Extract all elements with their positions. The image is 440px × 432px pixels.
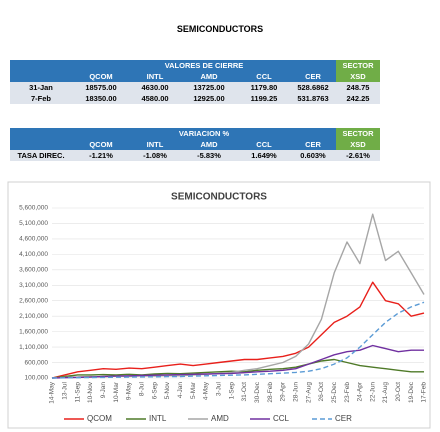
x-tick-label: 22-Jun — [369, 382, 376, 402]
header-cell — [10, 71, 72, 82]
x-tick-label: 28-Jun — [292, 382, 299, 402]
column-header: CER — [290, 139, 336, 150]
y-tick-label: 1,100,000 — [19, 344, 48, 351]
x-tick-label: 20-Oct — [395, 382, 402, 402]
group-header: VARIACION % — [72, 128, 336, 139]
y-tick-label: 4,100,000 — [19, 251, 48, 258]
column-header: INTL — [130, 71, 180, 82]
chart-frame — [7, 181, 431, 429]
legend-label: QCOM — [87, 414, 112, 423]
row-label: 7-Feb — [10, 93, 72, 104]
x-tick-label: 5-Nov — [164, 381, 171, 399]
column-header: XSD — [336, 139, 380, 150]
header-cell — [10, 139, 72, 150]
y-tick-label: 2,100,000 — [19, 313, 48, 320]
x-tick-label: 10-Nov — [87, 381, 94, 403]
x-tick-label: 26-Oct — [318, 382, 325, 402]
column-header: AMD — [180, 139, 238, 150]
x-tick-label: 23-Feb — [344, 382, 351, 403]
x-tick-label: 28-Feb — [267, 382, 274, 403]
column-header: QCOM — [72, 139, 130, 150]
y-tick-label: 1,600,000 — [19, 328, 48, 335]
x-tick-label: 30-Dec — [254, 381, 261, 403]
x-tick-label: 24-Apr — [357, 381, 364, 401]
cell: 18575.00 — [72, 82, 130, 93]
legend-label: CER — [335, 414, 352, 423]
legend-label: AMD — [211, 414, 229, 423]
x-tick-label: 25-Dec — [331, 381, 338, 403]
header-cell — [10, 128, 72, 139]
y-tick-label: 4,600,000 — [19, 236, 48, 243]
x-tick-label: 14-May — [49, 381, 56, 403]
y-tick-label: 600,000 — [25, 359, 49, 366]
cell: 0.603% — [290, 150, 336, 161]
x-tick-label: 17-Feb — [421, 382, 428, 403]
group-header: VALORES DE CIERRE — [72, 60, 336, 71]
x-tick-label: 6-Sep — [151, 382, 158, 400]
x-tick-label: 27-Aug — [305, 382, 312, 403]
cell: 528.6862 — [290, 82, 336, 93]
column-header: CER — [290, 71, 336, 82]
cell: 13725.00 — [180, 82, 238, 93]
line — [51, 344, 424, 379]
x-tick-label: 21-Aug — [382, 382, 389, 403]
y-tick-label: 5,100,000 — [19, 220, 48, 227]
column-header: XSD — [336, 71, 380, 82]
y-tick-label: 2,600,000 — [19, 297, 48, 304]
cell: 1179.80 — [238, 82, 290, 93]
cell: 4630.00 — [130, 82, 180, 93]
x-tick-label: 9-May — [126, 381, 133, 400]
x-tick-label: 9-Jan — [100, 382, 107, 399]
x-tick-label: 31-Oct — [241, 382, 248, 402]
x-tick-label: 13-Jul — [62, 381, 69, 399]
y-tick-label: 3,600,000 — [19, 267, 48, 274]
cell: -5.83% — [180, 150, 238, 161]
x-tick-label: 4-May — [203, 381, 210, 400]
y-tick-label: 3,100,000 — [19, 282, 48, 289]
cell: -2.61% — [336, 150, 380, 161]
row-label: 31-Jan — [10, 82, 72, 93]
line — [51, 301, 425, 379]
x-tick-label: 29-Apr — [280, 381, 287, 401]
legend-label: INTL — [149, 414, 167, 423]
x-tick-label: 11-Sep — [74, 382, 81, 403]
cell: -1.08% — [130, 150, 180, 161]
column-header: QCOM — [72, 71, 130, 82]
line — [51, 281, 425, 379]
closing-table: VALORES DE CIERRE SECTOR QCOM INTL AMD CCL CER… — [10, 60, 380, 104]
column-header: INTL — [130, 139, 180, 150]
cell: 4580.00 — [130, 93, 180, 104]
cell: 242.25 — [336, 93, 380, 104]
cell: 1.649% — [238, 150, 290, 161]
column-header: AMD — [180, 71, 238, 82]
cell: 12925.00 — [180, 93, 238, 104]
column-header: CCL — [238, 139, 290, 150]
row-label: TASA DIREC. — [10, 150, 72, 161]
cell: 1199.25 — [238, 93, 290, 104]
cell: 18350.00 — [72, 93, 130, 104]
chart-title: SEMICONDUCTORS — [171, 192, 267, 203]
x-tick-label: 10-Mar — [113, 381, 120, 402]
x-tick-label: 3-Jul — [215, 381, 222, 396]
header-cell — [10, 60, 72, 71]
sector-header: SECTOR — [336, 128, 380, 139]
x-tick-label: 19-Dec — [408, 381, 415, 403]
column-header: CCL — [238, 71, 290, 82]
legend-label: CCL — [273, 414, 290, 423]
x-tick-label: 5-Mar — [190, 381, 197, 399]
page-title: SEMICONDUCTORS — [176, 24, 264, 34]
sector-header: SECTOR — [336, 60, 380, 71]
cell: 531.8763 — [290, 93, 336, 104]
cell: 248.75 — [336, 82, 380, 93]
y-tick-label: 100,000 — [25, 375, 49, 382]
y-tick-label: 5,600,000 — [19, 205, 48, 212]
cell: -1.21% — [72, 150, 130, 161]
x-tick-label: 1-Sep — [228, 382, 235, 400]
x-tick-label: 8-Jul — [139, 381, 146, 396]
variation-table: VARIACION % SECTOR QCOM INTL AMD CCL CER XSD TAS… — [10, 128, 380, 161]
x-tick-label: 4-Jan — [177, 382, 184, 399]
